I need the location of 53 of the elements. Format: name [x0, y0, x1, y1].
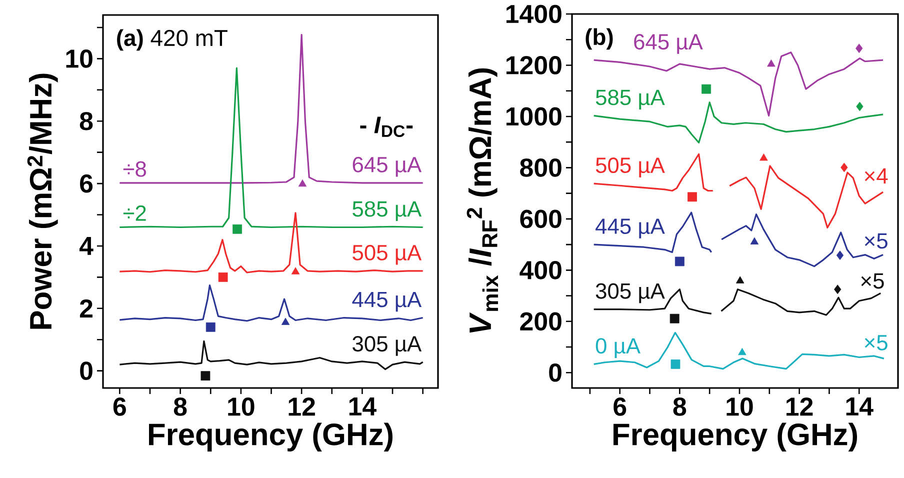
annotation: ×5 [861, 273, 884, 289]
point [232, 224, 242, 234]
series-label: 645 µA [634, 34, 703, 54]
y-tick-label: 1200 [506, 56, 562, 74]
series-label: 445 µA [596, 218, 665, 238]
series-label: 645 µA [352, 156, 422, 177]
series-label: 505 µA [596, 158, 665, 178]
series-label: 585 µA [596, 90, 665, 110]
x-tick-label: 10 [726, 398, 753, 416]
x-tick-label: 14 [349, 398, 376, 416]
annotation: ×4 [864, 168, 888, 184]
series-label: 305 µA [596, 283, 665, 304]
y-tick-label: 8 [80, 112, 93, 130]
annotation: ×5 [864, 233, 888, 249]
series-label: 505 µA [352, 244, 422, 265]
text: (b) [586, 28, 613, 50]
y-tick-label: 1400 [506, 4, 562, 24]
x-tick-label: 12 [786, 398, 813, 416]
x-tick-label: 8 [673, 398, 686, 416]
line-series [118, 67, 424, 228]
y-tick-label: 10 [66, 50, 92, 68]
series-label: 585 µA [352, 201, 422, 222]
y-tick-label: 0 [549, 363, 562, 382]
y-tick-label: 2 [80, 299, 92, 318]
x-tick-label: 14 [846, 398, 874, 416]
line-series [118, 284, 424, 322]
annotation: ÷8 [123, 161, 146, 177]
x-tick-label: 8 [174, 398, 187, 416]
x-tick-label: 12 [288, 398, 315, 416]
y-tick-label: 4 [79, 237, 94, 255]
x-tick-label: 6 [113, 398, 126, 416]
series-label: 0 µA [596, 338, 640, 358]
text: (a) 420 mT [117, 29, 228, 51]
series-label: 305 µA [352, 336, 422, 356]
y-tick-label: 1000 [506, 107, 562, 126]
y-axis-title: Power (mΩ$^{2}$/MHz) [27, 74, 58, 329]
x-axis-title: Frequency (GHz) [149, 422, 392, 452]
y-tick-label: 400 [520, 260, 562, 280]
annotation: ÷2 [123, 205, 146, 221]
legend-title: - I$_{DC}$- [360, 116, 413, 138]
y-tick-label: 800 [520, 158, 562, 177]
y-axis-title: V$_{mix}$ /I$_{RF}$$^{2}$ (mΩ/mA) [466, 68, 498, 333]
x-axis-title: Frequency (GHz) [614, 422, 857, 452]
point [200, 371, 210, 381]
y-tick-label: 0 [80, 362, 92, 380]
series-label: 445 µA [352, 292, 422, 312]
point [298, 179, 307, 187]
y-tick-label: 200 [520, 312, 562, 331]
y-tick-label: 6 [80, 174, 93, 193]
y-tick-label: 600 [520, 210, 562, 228]
x-tick-label: 6 [614, 398, 626, 416]
annotation: ×5 [864, 335, 888, 350]
x-tick-label: 10 [228, 398, 254, 416]
